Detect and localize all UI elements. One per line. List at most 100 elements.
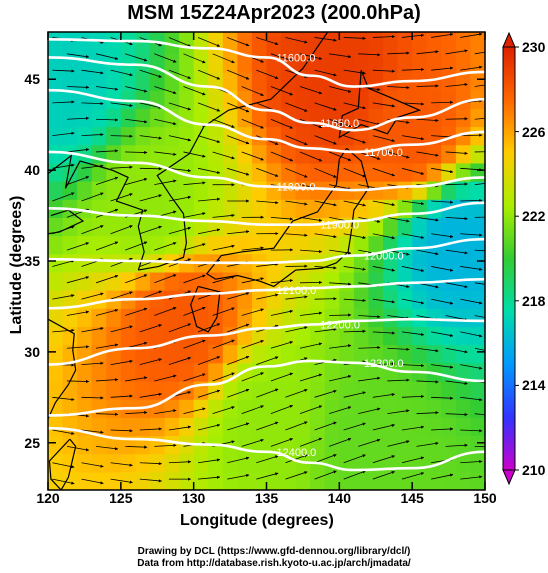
- field-cell: [412, 399, 428, 418]
- field-cell: [324, 471, 340, 490]
- wind-arrow: [358, 53, 381, 57]
- field-cell: [281, 35, 297, 55]
- wind-arrow: [343, 454, 366, 464]
- field-cell: [353, 380, 370, 400]
- wind-arrow: [183, 212, 206, 218]
- colorbar-min-arrow: [502, 469, 516, 486]
- field-cell: [412, 308, 428, 328]
- height-contour: [48, 56, 485, 132]
- field-cell: [412, 35, 428, 55]
- field-cell: [310, 181, 326, 200]
- wind-arrow: [52, 225, 75, 235]
- field-cell: [368, 271, 384, 291]
- wind-arrow: [401, 425, 425, 431]
- field-cell: [222, 108, 238, 128]
- field-cell: [149, 235, 166, 255]
- field-cell: [48, 181, 64, 200]
- field-cell: [353, 35, 370, 55]
- wind-arrow: [125, 307, 148, 316]
- field-cell: [324, 108, 340, 128]
- wind-arrow: [154, 53, 177, 63]
- field-cell: [383, 308, 399, 328]
- field-cell: [310, 399, 326, 418]
- wind-arrow: [241, 246, 264, 251]
- wind-arrow: [125, 376, 148, 382]
- field-cell: [339, 53, 355, 73]
- field-cell: [295, 253, 311, 273]
- field-cell: [383, 217, 399, 237]
- field-cell: [353, 471, 370, 490]
- wind-arrow: [445, 117, 468, 121]
- field-cell: [368, 326, 384, 346]
- field-cell: [266, 217, 282, 237]
- field-cell: [295, 217, 311, 237]
- wind-arrow: [299, 311, 323, 316]
- field-cell: [164, 126, 180, 146]
- field-cell: [426, 199, 442, 218]
- field-cell: [135, 162, 151, 182]
- field-cell: [397, 35, 413, 55]
- wind-arrow: [139, 324, 162, 333]
- field-cell: [383, 35, 399, 55]
- wind-arrow: [183, 86, 206, 96]
- field-cell: [281, 126, 297, 146]
- wind-arrow: [256, 472, 279, 480]
- wind-arrow: [343, 200, 366, 207]
- field-cell: [426, 235, 442, 255]
- field-cell: [120, 253, 136, 273]
- wind-arrow: [328, 151, 352, 161]
- wind-arrow: [227, 355, 250, 365]
- field-cell: [193, 126, 209, 146]
- colorbar-tick-label: 210: [522, 462, 546, 478]
- field-cell: [397, 271, 413, 291]
- field-cell: [281, 235, 297, 255]
- field-cell: [412, 217, 428, 237]
- wind-arrow: [401, 363, 425, 368]
- wind-arrow: [387, 85, 410, 90]
- field-cell: [48, 471, 64, 490]
- field-cell: [106, 271, 122, 291]
- wind-arrow: [52, 478, 75, 485]
- field-cell: [353, 108, 370, 128]
- field-cell: [455, 380, 472, 400]
- field-cell: [48, 399, 64, 418]
- field-cell: [222, 290, 238, 309]
- wind-arrow: [227, 473, 250, 480]
- field-cell: [48, 32, 64, 37]
- wind-arrow: [270, 86, 294, 96]
- field-cell: [441, 290, 457, 309]
- field-cell: [120, 235, 136, 255]
- wind-arrow: [460, 475, 483, 480]
- field-cell: [251, 108, 268, 128]
- field-cell: [383, 290, 399, 309]
- field-cell: [353, 399, 370, 418]
- field-cell: [106, 32, 122, 37]
- field-cell: [237, 399, 253, 418]
- field-cell: [237, 199, 253, 218]
- field-cell: [91, 235, 107, 255]
- wind-arrow: [256, 37, 279, 46]
- contour-label: 11800.0: [277, 181, 316, 193]
- field-cell: [91, 32, 107, 37]
- wind-arrow: [139, 135, 162, 140]
- wind-arrow: [445, 380, 468, 385]
- field-cell: [222, 471, 238, 490]
- wind-arrow: [460, 198, 483, 203]
- field-cell: [149, 108, 166, 128]
- axis-ticks: [47, 32, 486, 490]
- height-contour: [48, 359, 485, 417]
- field-cell: [222, 162, 238, 182]
- field-cell: [412, 32, 428, 37]
- wind-arrow: [110, 462, 133, 467]
- field-cell: [455, 326, 472, 346]
- field-cell: [62, 380, 78, 400]
- wind-arrow: [256, 421, 279, 431]
- field-cell: [222, 308, 238, 328]
- field-cell: [77, 308, 93, 328]
- wind-arrow: [387, 347, 410, 351]
- wind-arrow: [460, 459, 483, 464]
- wind-arrow: [314, 266, 337, 270]
- wind-arrow: [329, 313, 352, 317]
- wind-arrow: [66, 85, 90, 89]
- wind-arrow: [168, 323, 192, 333]
